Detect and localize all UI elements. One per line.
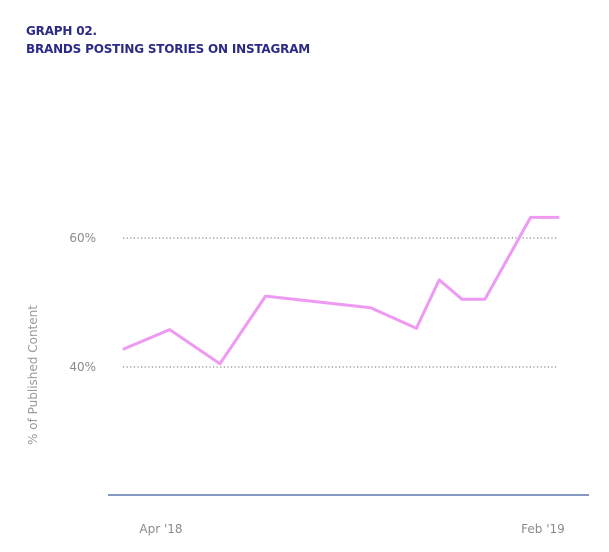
y-tick-label-40: 40% xyxy=(69,360,96,374)
chart-header: GRAPH 02. BRANDS POSTING STORIES ON INST… xyxy=(26,22,310,58)
y-tick-label-60: 60% xyxy=(69,231,96,245)
graph-number: GRAPH 02. xyxy=(26,24,97,38)
series-line xyxy=(122,215,560,366)
x-tick-label-1: Feb '19 xyxy=(521,522,565,536)
y-axis-title: % of Published Content xyxy=(26,305,40,445)
x-tick-label-0: Apr '18 xyxy=(139,522,182,536)
chart-title: BRANDS POSTING STORIES ON INSTAGRAM xyxy=(26,42,311,56)
